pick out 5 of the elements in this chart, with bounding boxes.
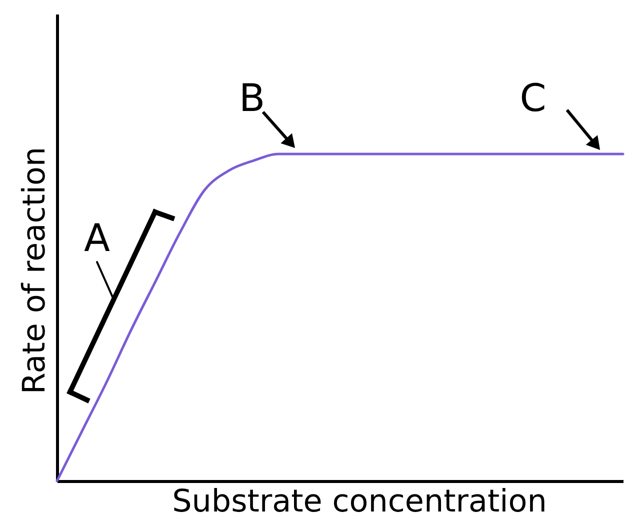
annotation: A (84, 216, 110, 260)
text: C (520, 76, 546, 120)
x-axis-title: Substrate concentration (172, 484, 547, 520)
text: B (238, 76, 266, 120)
y-axis-title: Rate of reaction (16, 146, 52, 394)
